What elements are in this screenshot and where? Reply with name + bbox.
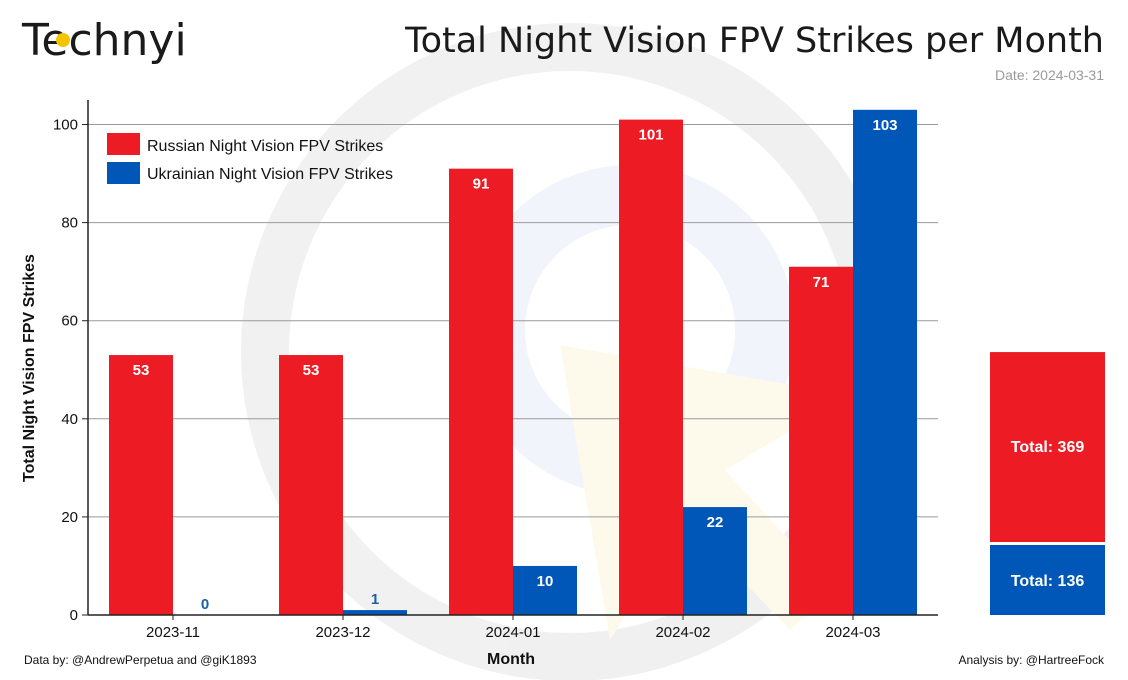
total-label-ukrainian: Total: 136	[1011, 573, 1085, 590]
bars	[109, 109, 917, 616]
y-tick-label: 20	[61, 509, 78, 526]
value-label-ukrainian: 10	[537, 573, 554, 590]
bar-russian	[789, 266, 853, 615]
bar-ukrainian	[343, 610, 407, 615]
value-label-ukrainian: 1	[371, 591, 379, 608]
value-labels: 53 0 53 1 91 10 101 22 71 103	[133, 117, 898, 613]
totals-panel: Total: 369 Total: 136	[990, 352, 1105, 615]
x-tick-label: 2024-03	[825, 624, 880, 641]
bar-ukrainian	[683, 507, 747, 615]
y-tick-label: 60	[61, 313, 78, 330]
value-label-russian: 53	[133, 362, 150, 379]
legend-swatch-russian	[107, 133, 140, 155]
value-label-ukrainian: 103	[872, 117, 897, 134]
bar-russian	[449, 168, 513, 615]
legend-label-russian: Russian Night Vision FPV Strikes	[147, 138, 383, 155]
value-label-ukrainian: 0	[201, 596, 209, 613]
technyi-logo: Technyi	[21, 15, 187, 66]
total-label-russian: Total: 369	[1011, 439, 1085, 456]
legend: Russian Night Vision FPV Strikes Ukraini…	[107, 133, 393, 184]
y-axis-title: Total Night Vision FPV Strikes	[21, 254, 38, 482]
value-label-ukrainian: 22	[707, 514, 724, 531]
value-label-russian: 91	[473, 176, 490, 193]
date-label: Date: 2024-03-31	[995, 67, 1104, 83]
bar-russian	[279, 355, 343, 615]
total-bar-ukrainian	[990, 545, 1105, 615]
chart-title: Total Night Vision FPV Strikes per Month	[404, 21, 1104, 61]
bar-russian	[619, 119, 683, 615]
y-tick-label: 100	[53, 117, 78, 134]
x-tick-label: 2024-01	[485, 624, 540, 641]
bar-russian	[109, 355, 173, 615]
legend-swatch-ukrainian	[107, 162, 140, 184]
legend-label-ukrainian: Ukrainian Night Vision FPV Strikes	[147, 166, 393, 183]
x-tick-label: 2023-12	[315, 624, 370, 641]
value-label-russian: 53	[303, 362, 320, 379]
bar-ukrainian	[513, 565, 577, 615]
value-label-russian: 71	[813, 274, 830, 291]
y-tick-label: 40	[61, 411, 78, 428]
y-tick-label: 0	[70, 607, 78, 624]
data-credit: Data by: @AndrewPerpetua and @giK1893	[24, 653, 257, 667]
analysis-credit: Analysis by: @HartreeFock	[958, 653, 1105, 667]
total-bar-russian	[990, 352, 1105, 542]
x-axis-title: Month	[487, 651, 535, 668]
x-tick-label: 2024-02	[655, 624, 710, 641]
y-tick-label: 80	[61, 215, 78, 232]
logo-wordmark: Technyi	[21, 15, 187, 66]
value-label-russian: 101	[638, 127, 663, 144]
x-tick-label: 2023-11	[146, 624, 200, 641]
logo-dot-icon	[56, 33, 70, 47]
bar-ukrainian	[853, 109, 917, 616]
